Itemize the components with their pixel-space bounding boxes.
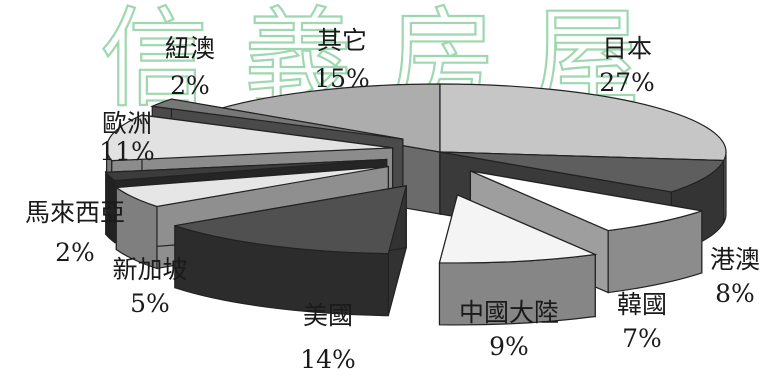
slice-name: 韓國 <box>616 290 667 319</box>
pie-chart: 信義房屋 <box>99 0 727 326</box>
slice-name: 紐澳 <box>164 34 215 63</box>
slice-1-top <box>439 151 725 193</box>
slice-name: 新加坡 <box>112 255 188 284</box>
label-hongkong-macau: 港澳 8% <box>700 243 770 311</box>
slice-7-top <box>105 114 393 162</box>
slice-value: 8% <box>715 279 755 308</box>
slice-value: 7% <box>622 324 662 353</box>
slice-value: 2% <box>55 238 95 267</box>
slice-3-group <box>438 194 598 326</box>
slice-value: 14% <box>300 345 356 374</box>
slice-name: 其它 <box>316 26 367 55</box>
slice-value: 5% <box>130 289 170 318</box>
slice-name: 中國大陸 <box>458 298 559 327</box>
slice-name: 馬來西亞 <box>24 198 125 227</box>
label-malaysia: 馬來西亞 2% <box>0 193 150 273</box>
label-singapore: 新加坡 5% <box>100 253 200 321</box>
label-europe: 歐洲 11% <box>92 110 162 166</box>
slice-3-top <box>438 194 598 264</box>
slice-value: 15% <box>314 64 370 93</box>
slice-name: 日本 <box>601 34 652 63</box>
slice-0-top <box>439 83 727 162</box>
label-korea: 韓國 7% <box>607 288 677 356</box>
slice-8-top <box>149 98 403 140</box>
slice-value: 27% <box>599 68 655 97</box>
label-other: 其它 15% <box>302 22 382 98</box>
slice-name: 美國 <box>302 301 353 330</box>
slice-value: 9% <box>489 332 529 361</box>
slice-6-top <box>104 158 387 182</box>
slice-name: 歐洲 <box>101 109 152 138</box>
label-new-zealand-australia: 紐澳 2% <box>150 30 230 104</box>
slice-2-top <box>470 170 702 232</box>
slice-4-top <box>174 184 408 255</box>
label-japan: 日本 27% <box>582 32 672 100</box>
slice-name: 港澳 <box>709 245 760 274</box>
label-usa: 美國 14% <box>288 294 368 382</box>
slice-value: 2% <box>170 71 210 100</box>
label-mainland-china: 中國大陸 9% <box>449 296 569 364</box>
slice-4-group <box>174 184 408 317</box>
slice-5-top <box>114 165 389 208</box>
slice-value: 11% <box>99 137 155 166</box>
